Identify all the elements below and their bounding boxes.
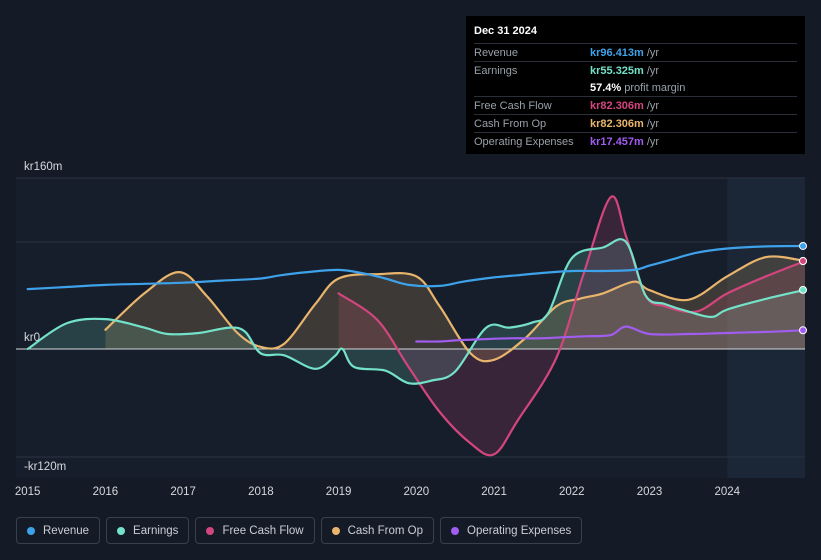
series-line-cash-from-op <box>104 255 807 363</box>
legend-label: Operating Expenses <box>467 524 572 537</box>
tooltip-date: Dec 31 2024 <box>474 25 537 37</box>
tooltip-label: Operating Expenses <box>474 135 574 148</box>
tooltip-panel: Dec 31 2024 Revenue kr96.413m /yr Earnin… <box>466 16 805 154</box>
y-axis-label: kr160m <box>24 161 62 173</box>
tooltip-row-operating-expenses: Operating Expenses kr17.457m /yr <box>474 132 797 150</box>
x-tick-label: 2020 <box>404 486 430 498</box>
tooltip-value: 57.4% <box>590 81 622 94</box>
x-tick-label: 2017 <box>170 486 196 498</box>
forecast-band <box>727 178 805 478</box>
tooltip-row-earnings: Earnings kr55.325m /yr <box>474 61 797 79</box>
series-endpoint-revenue <box>799 241 807 250</box>
tooltip-unit: profit margin <box>624 81 686 94</box>
x-tick-label: 2015 <box>15 486 41 498</box>
series-line-earnings <box>26 238 807 385</box>
tooltip-value: kr82.306m <box>590 117 644 130</box>
y-axis-label: kr0 <box>24 332 40 344</box>
x-tick-label: 2023 <box>637 486 663 498</box>
tooltip-value: kr96.413m <box>590 46 644 59</box>
x-tick-label: 2022 <box>559 486 585 498</box>
legend-dot-icon <box>206 526 215 535</box>
tooltip-unit: /yr <box>646 99 660 112</box>
series-line-operating-expenses <box>415 325 807 343</box>
tooltip-value: kr82.306m <box>590 99 644 112</box>
tooltip-row-free-cash-flow: Free Cash Flow kr82.306m /yr <box>474 96 797 114</box>
tooltip-unit: /yr <box>646 64 660 77</box>
legend-dot-icon <box>27 526 35 535</box>
tooltip-row-cash-from-op: Cash From Op kr82.306m /yr <box>474 114 797 132</box>
x-tick-label: 2018 <box>248 486 274 498</box>
legend-label: Free Cash Flow <box>222 524 304 537</box>
legend-label: Cash From Op <box>347 524 424 537</box>
series-area-free-cash-flow <box>338 196 805 456</box>
legend-label: Earnings <box>133 524 179 537</box>
legend: Revenue Earnings Free Cash Flow Cash Fro… <box>16 517 583 544</box>
series-endpoint-free-cash-flow <box>799 257 807 266</box>
series-line-revenue <box>26 244 807 291</box>
x-tick-label: 2021 <box>481 486 507 498</box>
tooltip-label: Free Cash Flow <box>474 99 552 112</box>
series-endpoint-operating-expenses <box>799 326 807 335</box>
legend-item-free-cash-flow[interactable]: Free Cash Flow <box>195 517 315 544</box>
tooltip-label: Cash From Op <box>474 117 547 130</box>
tooltip-label: Earnings <box>474 64 518 77</box>
legend-item-revenue[interactable]: Revenue <box>16 517 101 544</box>
series-endpoint-earnings <box>799 285 807 294</box>
x-tick-label: 2016 <box>93 486 119 498</box>
x-tick-label: 2024 <box>714 486 740 498</box>
legend-item-cash-from-op[interactable]: Cash From Op <box>320 517 435 544</box>
tooltip-label: Revenue <box>474 46 519 59</box>
series-area-earnings <box>27 239 805 384</box>
tooltip-unit: /yr <box>646 117 660 130</box>
x-tick-label: 2019 <box>326 486 352 498</box>
tooltip-value: kr17.457m <box>590 135 644 148</box>
legend-item-earnings[interactable]: Earnings <box>106 517 190 544</box>
legend-label: Revenue <box>43 524 90 537</box>
legend-dot-icon <box>331 526 340 535</box>
tooltip-unit: /yr <box>646 46 660 59</box>
tooltip-unit: /yr <box>646 135 660 148</box>
legend-dot-icon <box>117 526 126 535</box>
legend-dot-icon <box>451 526 460 535</box>
tooltip-row-margin: 57.4% profit margin <box>474 79 797 96</box>
tooltip-value: kr55.325m <box>590 64 644 77</box>
tooltip-row-revenue: Revenue kr96.413m /yr <box>474 43 797 61</box>
legend-item-operating-expenses[interactable]: Operating Expenses <box>440 517 583 544</box>
series-line-free-cash-flow <box>337 195 807 457</box>
y-axis-label: -kr120m <box>24 461 66 473</box>
